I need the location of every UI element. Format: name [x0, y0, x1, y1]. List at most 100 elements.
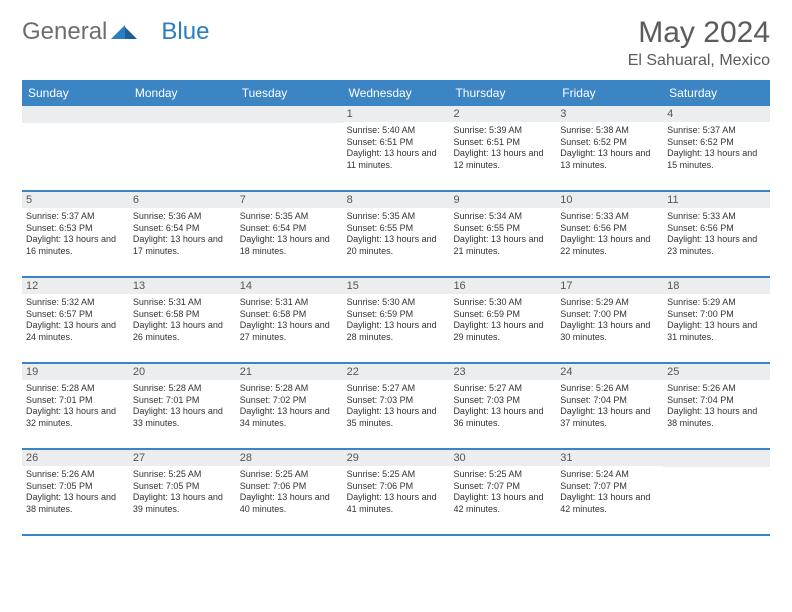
sunset-text: Sunset: 6:51 PM [347, 137, 446, 149]
daylight-text: Daylight: 13 hours and 15 minutes. [667, 148, 766, 171]
day-number: 31 [556, 450, 663, 466]
day-cell: 27 Sunrise: 5:25 AMSunset: 7:05 PMDayligh… [129, 450, 236, 534]
week-row: 5Sunrise: 5:37 AMSunset: 6:53 PMDaylight… [22, 192, 770, 278]
day-header-wed: Wednesday [343, 80, 450, 106]
sunset-text: Sunset: 7:04 PM [560, 395, 659, 407]
sunset-text: Sunset: 6:56 PM [667, 223, 766, 235]
day-cell: 26Sunrise: 5:26 AMSunset: 7:05 PMDayligh… [22, 450, 129, 534]
daylight-text: Daylight: 13 hours and 12 minutes. [453, 148, 552, 171]
sunset-text: Sunset: 7:00 PM [667, 309, 766, 321]
day-number [663, 450, 770, 467]
day-cell: 14Sunrise: 5:31 AMSunset: 6:58 PMDayligh… [236, 278, 343, 362]
day-header-row: Sunday Monday Tuesday Wednesday Thursday… [22, 80, 770, 106]
day-cell: 20Sunrise: 5:28 AMSunset: 7:01 PMDayligh… [129, 364, 236, 448]
day-cell: 23Sunrise: 5:27 AMSunset: 7:03 PMDayligh… [449, 364, 556, 448]
sunrise-text: Sunrise: 5:29 AM [667, 297, 766, 309]
daylight-text: Daylight: 13 hours and 23 minutes. [667, 234, 766, 257]
daylight-text: Daylight: 13 hours and 42 minutes. [453, 492, 552, 515]
day-number: 25 [663, 364, 770, 380]
sunrise-text: Sunrise: 5:25 AM [240, 469, 339, 481]
daylight-text: Daylight: 13 hours and 13 minutes. [560, 148, 659, 171]
day-number: 15 [343, 278, 450, 294]
sunrise-text: Sunrise: 5:31 AM [133, 297, 232, 309]
day-number: 9 [449, 192, 556, 208]
sunrise-text: Sunrise: 5:26 AM [26, 469, 125, 481]
day-number: 3 [556, 106, 663, 122]
day-header-fri: Friday [556, 80, 663, 106]
day-cell: 24Sunrise: 5:26 AMSunset: 7:04 PMDayligh… [556, 364, 663, 448]
day-cell: 9Sunrise: 5:34 AMSunset: 6:55 PMDaylight… [449, 192, 556, 276]
sunrise-text: Sunrise: 5:27 AM [453, 383, 552, 395]
sunset-text: Sunset: 7:01 PM [133, 395, 232, 407]
day-number: 1 [343, 106, 450, 122]
daylight-text: Daylight: 13 hours and 33 minutes. [133, 406, 232, 429]
sunset-text: Sunset: 7:05 PM [133, 481, 232, 493]
day-cell: 19Sunrise: 5:28 AMSunset: 7:01 PMDayligh… [22, 364, 129, 448]
calendar-page: General Blue May 2024 El Sahuaral, Mexic… [0, 0, 792, 554]
day-cell: 6Sunrise: 5:36 AMSunset: 6:54 PMDaylight… [129, 192, 236, 276]
sunset-text: Sunset: 7:02 PM [240, 395, 339, 407]
day-number: 27 [129, 450, 236, 466]
daylight-text: Daylight: 13 hours and 39 minutes. [133, 492, 232, 515]
logo-icon [111, 18, 137, 46]
day-header-tue: Tuesday [236, 80, 343, 106]
daylight-text: Daylight: 13 hours and 11 minutes. [347, 148, 446, 171]
sunset-text: Sunset: 6:55 PM [347, 223, 446, 235]
sunrise-text: Sunrise: 5:24 AM [560, 469, 659, 481]
logo: General Blue [22, 18, 209, 46]
day-cell: 29Sunrise: 5:25 AMSunset: 7:06 PMDayligh… [343, 450, 450, 534]
day-number: 11 [663, 192, 770, 208]
sunrise-text: Sunrise: 5:28 AM [240, 383, 339, 395]
daylight-text: Daylight: 13 hours and 18 minutes. [240, 234, 339, 257]
sunset-text: Sunset: 6:54 PM [133, 223, 232, 235]
day-cell: 3Sunrise: 5:38 AMSunset: 6:52 PMDaylight… [556, 106, 663, 190]
month-title: May 2024 [628, 18, 770, 48]
day-cell: 7Sunrise: 5:35 AMSunset: 6:54 PMDaylight… [236, 192, 343, 276]
sunset-text: Sunset: 6:52 PM [667, 137, 766, 149]
daylight-text: Daylight: 13 hours and 29 minutes. [453, 320, 552, 343]
day-cell: 13Sunrise: 5:31 AMSunset: 6:58 PMDayligh… [129, 278, 236, 362]
sunrise-text: Sunrise: 5:37 AM [26, 211, 125, 223]
sunset-text: Sunset: 6:52 PM [560, 137, 659, 149]
daylight-text: Daylight: 13 hours and 27 minutes. [240, 320, 339, 343]
sunset-text: Sunset: 6:58 PM [133, 309, 232, 321]
sunrise-text: Sunrise: 5:33 AM [560, 211, 659, 223]
day-cell: 28Sunrise: 5:25 AMSunset: 7:06 PMDayligh… [236, 450, 343, 534]
sunrise-text: Sunrise: 5:25 AM [133, 469, 232, 481]
daylight-text: Daylight: 13 hours and 20 minutes. [347, 234, 446, 257]
day-cell: 12Sunrise: 5:32 AMSunset: 6:57 PMDayligh… [22, 278, 129, 362]
sunset-text: Sunset: 7:06 PM [347, 481, 446, 493]
day-number: 2 [449, 106, 556, 122]
daylight-text: Daylight: 13 hours and 38 minutes. [667, 406, 766, 429]
sunrise-text: Sunrise: 5:36 AM [133, 211, 232, 223]
sunset-text: Sunset: 6:57 PM [26, 309, 125, 321]
sunrise-text: Sunrise: 5:39 AM [453, 125, 552, 137]
daylight-text: Daylight: 13 hours and 40 minutes. [240, 492, 339, 515]
day-number: 18 [663, 278, 770, 294]
sunrise-text: Sunrise: 5:27 AM [347, 383, 446, 395]
sunrise-text: Sunrise: 5:35 AM [240, 211, 339, 223]
sunrise-text: Sunrise: 5:25 AM [347, 469, 446, 481]
day-number [22, 106, 129, 123]
sunset-text: Sunset: 7:03 PM [453, 395, 552, 407]
day-number: 28 [236, 450, 343, 466]
week-row: 19Sunrise: 5:28 AMSunset: 7:01 PMDayligh… [22, 364, 770, 450]
day-number: 26 [22, 450, 129, 466]
day-number: 6 [129, 192, 236, 208]
sunset-text: Sunset: 6:51 PM [453, 137, 552, 149]
day-number: 5 [22, 192, 129, 208]
title-block: May 2024 El Sahuaral, Mexico [628, 18, 770, 70]
daylight-text: Daylight: 13 hours and 28 minutes. [347, 320, 446, 343]
day-number: 30 [449, 450, 556, 466]
day-header-sun: Sunday [22, 80, 129, 106]
day-number: 10 [556, 192, 663, 208]
day-number: 23 [449, 364, 556, 380]
daylight-text: Daylight: 13 hours and 34 minutes. [240, 406, 339, 429]
sunset-text: Sunset: 6:54 PM [240, 223, 339, 235]
sunset-text: Sunset: 7:04 PM [667, 395, 766, 407]
sunset-text: Sunset: 7:03 PM [347, 395, 446, 407]
logo-text-gray: General [22, 18, 107, 46]
day-cell: 2 Sunrise: 5:39 AMSunset: 6:51 PMDaylight… [449, 106, 556, 190]
day-number: 19 [22, 364, 129, 380]
day-cell: 22Sunrise: 5:27 AMSunset: 7:03 PMDayligh… [343, 364, 450, 448]
